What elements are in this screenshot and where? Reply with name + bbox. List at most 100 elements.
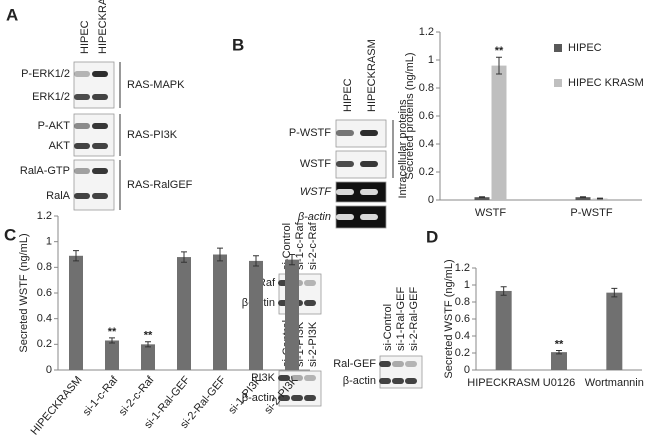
group-label: RAS-PI3K bbox=[127, 129, 178, 141]
lane-label: si-1-Ral-GEF bbox=[395, 287, 407, 351]
error-bar bbox=[556, 349, 562, 355]
band bbox=[392, 378, 404, 384]
band bbox=[392, 361, 404, 367]
band bbox=[304, 395, 316, 401]
y-axis-title: Secreted WSTF (ng/mL) bbox=[18, 233, 30, 352]
blot bbox=[73, 61, 115, 109]
bar bbox=[213, 254, 227, 370]
band bbox=[360, 214, 378, 220]
group-label: RAS-MAPK bbox=[127, 79, 185, 91]
row-label: β-actin bbox=[297, 211, 331, 223]
y-axis-title: Secreted WSTF (ng/mL) bbox=[443, 259, 455, 378]
error-bar bbox=[109, 337, 115, 344]
band bbox=[405, 378, 417, 384]
bar bbox=[491, 65, 507, 200]
row-label: P-WSTF bbox=[289, 127, 331, 139]
band bbox=[360, 130, 378, 136]
lane-label: si-1-c-Raf bbox=[294, 221, 306, 270]
band bbox=[278, 395, 290, 401]
row-label: PI3K bbox=[251, 372, 276, 384]
y-tick-label: 0.2 bbox=[455, 347, 470, 359]
band bbox=[74, 71, 90, 77]
y-tick-label: 0.6 bbox=[37, 287, 52, 299]
error-bar bbox=[73, 250, 79, 262]
lane-label: HIPEC bbox=[342, 78, 354, 112]
lane-label: HIPEC bbox=[79, 20, 91, 54]
bar bbox=[249, 260, 263, 370]
y-tick-label: 0.8 bbox=[455, 296, 470, 308]
bar bbox=[495, 290, 512, 370]
band bbox=[405, 361, 417, 367]
band bbox=[379, 378, 391, 384]
lane-label: HIPECKRASM bbox=[366, 39, 378, 112]
band bbox=[379, 361, 391, 367]
band bbox=[74, 193, 90, 199]
band bbox=[360, 189, 378, 195]
band bbox=[92, 143, 108, 149]
error-bar bbox=[181, 251, 187, 263]
band bbox=[92, 94, 108, 100]
bar bbox=[575, 197, 591, 200]
row-label: WSTF bbox=[300, 186, 332, 198]
error-bar bbox=[597, 197, 603, 200]
annotation: ** bbox=[108, 326, 117, 338]
row-label: β-actin bbox=[343, 375, 376, 387]
band bbox=[336, 214, 354, 220]
x-tick-label: P-WSTF bbox=[570, 207, 612, 219]
lane-label: si-2-Ral-GEF bbox=[408, 287, 420, 351]
group-label: Intracellular proteins bbox=[397, 99, 409, 199]
y-tick-label: 1 bbox=[46, 236, 52, 248]
row-label: RalA-GTP bbox=[20, 165, 70, 177]
y-axis-title: Secreted proteins (ng/mL) bbox=[404, 52, 416, 179]
panel-label: D bbox=[426, 227, 438, 246]
band bbox=[74, 168, 90, 174]
band bbox=[92, 71, 108, 77]
error-bar bbox=[145, 341, 151, 348]
band bbox=[291, 375, 303, 381]
y-tick-label: 0 bbox=[428, 194, 434, 206]
error-bar bbox=[289, 254, 295, 266]
lane-label: si-2-PI3K bbox=[307, 321, 319, 367]
error-bar bbox=[500, 286, 507, 296]
y-tick-label: 0.4 bbox=[419, 138, 434, 150]
y-tick-label: 1 bbox=[464, 279, 470, 291]
y-tick-label: 0.6 bbox=[455, 313, 470, 325]
x-tick-label: si-1-c-Raf bbox=[81, 373, 121, 418]
lane-label: si-Control bbox=[281, 223, 293, 270]
band bbox=[92, 123, 108, 129]
y-tick-label: 1.2 bbox=[419, 26, 434, 38]
band bbox=[92, 168, 108, 174]
bar bbox=[551, 352, 567, 370]
group-label: RAS-RalGEF bbox=[127, 179, 193, 191]
blot bbox=[73, 113, 115, 157]
x-tick-label: HIPECKRASM bbox=[467, 377, 540, 389]
error-bar bbox=[479, 196, 485, 199]
band bbox=[74, 143, 90, 149]
row-label: WSTF bbox=[300, 158, 331, 170]
blot bbox=[73, 159, 115, 211]
y-tick-label: 0.2 bbox=[419, 166, 434, 178]
y-tick-label: 0 bbox=[46, 364, 52, 376]
band bbox=[278, 375, 290, 381]
error-bar bbox=[496, 56, 502, 75]
y-tick-label: 0.6 bbox=[419, 110, 434, 122]
error-bar bbox=[611, 287, 618, 298]
lane-label: si-2-c-Raf bbox=[307, 221, 319, 270]
annotation: ** bbox=[555, 338, 564, 350]
row-label: P-ERK1/2 bbox=[21, 68, 70, 80]
panel-label: B bbox=[232, 35, 244, 54]
bar bbox=[69, 255, 83, 370]
band bbox=[74, 123, 90, 129]
y-tick-label: 1.2 bbox=[37, 210, 52, 222]
error-bar bbox=[580, 196, 586, 199]
lane-label: HIPECKRASM bbox=[97, 0, 109, 54]
y-tick-label: 1.2 bbox=[455, 262, 470, 274]
row-label: ERK1/2 bbox=[32, 91, 70, 103]
band bbox=[304, 375, 316, 381]
legend-swatch bbox=[554, 79, 562, 87]
band bbox=[336, 161, 354, 167]
lane-label: si-Control bbox=[382, 304, 394, 351]
band bbox=[291, 395, 303, 401]
legend-label: HIPEC KRASM bbox=[568, 77, 644, 89]
